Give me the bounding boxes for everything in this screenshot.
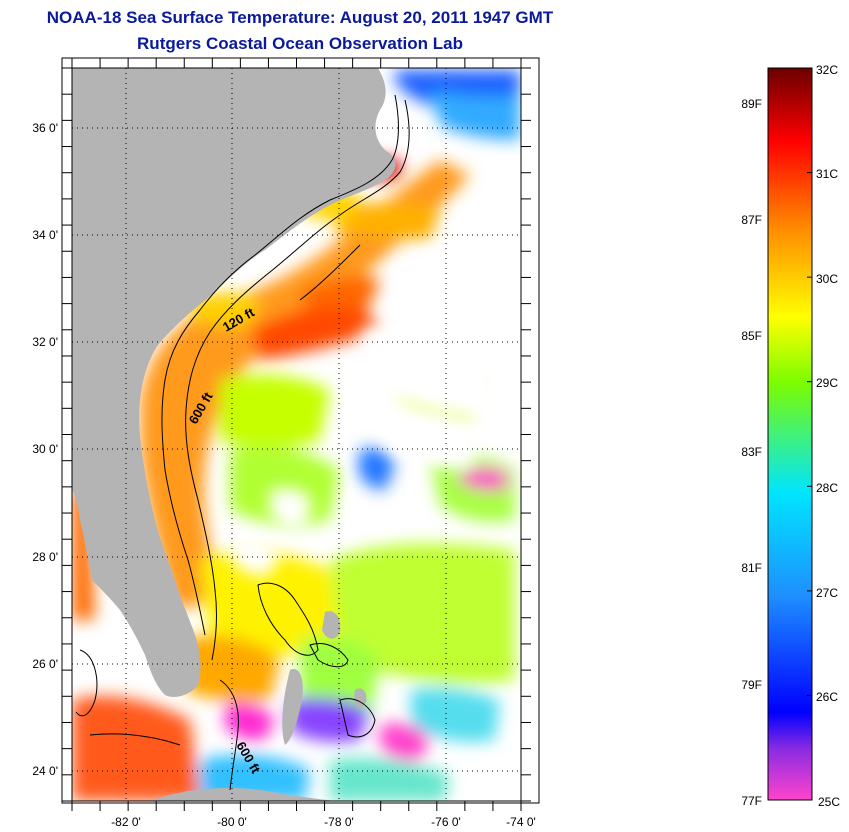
- map-subtitle: Rutgers Coastal Ocean Observation Lab: [137, 34, 463, 53]
- land-bahamas: [282, 611, 367, 745]
- lat-tick-label: 30 0': [32, 442, 58, 456]
- land-cuba: [150, 788, 340, 801]
- lon-tick-label: -76 0': [431, 815, 461, 829]
- lon-axis-labels: -82 0' -80 0' -78 0' -76 0' -74 0': [111, 815, 536, 829]
- colorbar-f-label: 85F: [741, 329, 762, 343]
- colorbar-c-label: 25C: [818, 795, 840, 809]
- colorbar-c-label: 31C: [816, 167, 838, 181]
- cloud-cover: [230, 248, 520, 576]
- colorbar-f-label: 77F: [741, 794, 762, 808]
- colorbar-f-label: 81F: [741, 561, 762, 575]
- lat-tick-label: 34 0': [32, 228, 58, 242]
- lat-tick-label: 28 0': [32, 550, 58, 564]
- grid-lines: [72, 68, 521, 801]
- lon-tick-label: -82 0': [111, 815, 141, 829]
- colorbar-c-label: 28C: [816, 481, 838, 495]
- lat-tick-label: 32 0': [32, 335, 58, 349]
- edge-ticks: [62, 58, 531, 811]
- lon-tick-label: -74 0': [506, 815, 536, 829]
- colorbar-c-label: 27C: [816, 586, 838, 600]
- lon-tick-label: -80 0': [217, 815, 247, 829]
- colorbar-fahrenheit-labels: 89F 87F 85F 83F 81F 79F 77F: [741, 97, 762, 808]
- bathymetry-contours: [75, 94, 410, 791]
- colorbar-f-label: 89F: [741, 97, 762, 111]
- lat-tick-label: 26 0': [32, 657, 58, 671]
- colorbar-c-label: 26C: [816, 690, 838, 704]
- colorbar: 32C 31C 30C 29C 28C 27C 26C 25C 89F 87F …: [741, 63, 840, 809]
- map-outer-frame: [61, 57, 540, 804]
- sst-imagery: [72, 68, 521, 801]
- lat-axis-labels: 36 0' 34 0' 32 0' 30 0' 28 0' 26 0' 24 0…: [32, 121, 58, 778]
- colorbar-c-label: 30C: [816, 272, 838, 286]
- land-mass: [72, 68, 396, 697]
- colorbar-f-label: 87F: [741, 213, 762, 227]
- map-title: NOAA-18 Sea Surface Temperature: August …: [46, 8, 554, 27]
- colorbar-gradient: [767, 67, 813, 801]
- colorbar-c-label: 32C: [816, 63, 838, 77]
- lat-tick-label: 24 0': [32, 764, 58, 778]
- colorbar-celsius-labels: 32C 31C 30C 29C 28C 27C 26C 25C: [816, 63, 840, 809]
- colorbar-f-label: 79F: [741, 678, 762, 692]
- lon-tick-label: -78 0': [324, 815, 354, 829]
- colorbar-ticks: [807, 67, 812, 801]
- lat-tick-label: 36 0': [32, 121, 58, 135]
- colorbar-f-label: 83F: [741, 445, 762, 459]
- colorbar-c-label: 29C: [816, 376, 838, 390]
